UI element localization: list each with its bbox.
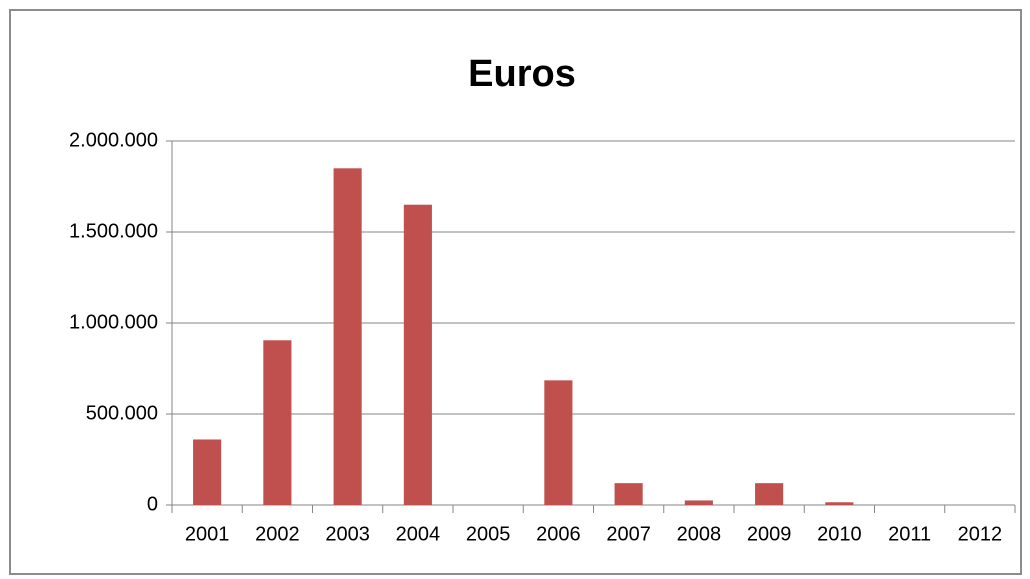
bar [614, 483, 643, 505]
chart-frame [9, 9, 1022, 575]
x-tick-label: 2008 [677, 523, 722, 545]
bar [333, 168, 362, 506]
x-tick-label: 2007 [606, 523, 651, 545]
x-tick-label: 2004 [396, 523, 441, 545]
chart-title: Euros [468, 53, 576, 95]
y-tick-label: 0 [147, 493, 158, 515]
x-tick-label: 2005 [466, 523, 511, 545]
bar [684, 500, 713, 505]
x-tick-label: 2009 [747, 523, 792, 545]
x-tick-label: 2002 [255, 523, 300, 545]
y-tick-label: 500.000 [86, 402, 158, 424]
bar [403, 204, 432, 505]
bar [755, 483, 784, 505]
x-tick-label: 2006 [536, 523, 581, 545]
x-tick-label: 2011 [888, 523, 931, 545]
bar [825, 502, 854, 505]
x-tick-label: 2003 [325, 523, 370, 545]
bar [263, 340, 292, 505]
x-tick-label: 2010 [817, 523, 862, 545]
bar [544, 380, 573, 505]
bar [193, 439, 222, 505]
x-tick-label: 2012 [958, 523, 1003, 545]
y-tick-label: 2.000.000 [69, 129, 158, 151]
y-tick-label: 1.500.000 [69, 220, 158, 242]
y-tick-label: 1.000.000 [69, 311, 158, 333]
x-tick-label: 2001 [185, 523, 230, 545]
